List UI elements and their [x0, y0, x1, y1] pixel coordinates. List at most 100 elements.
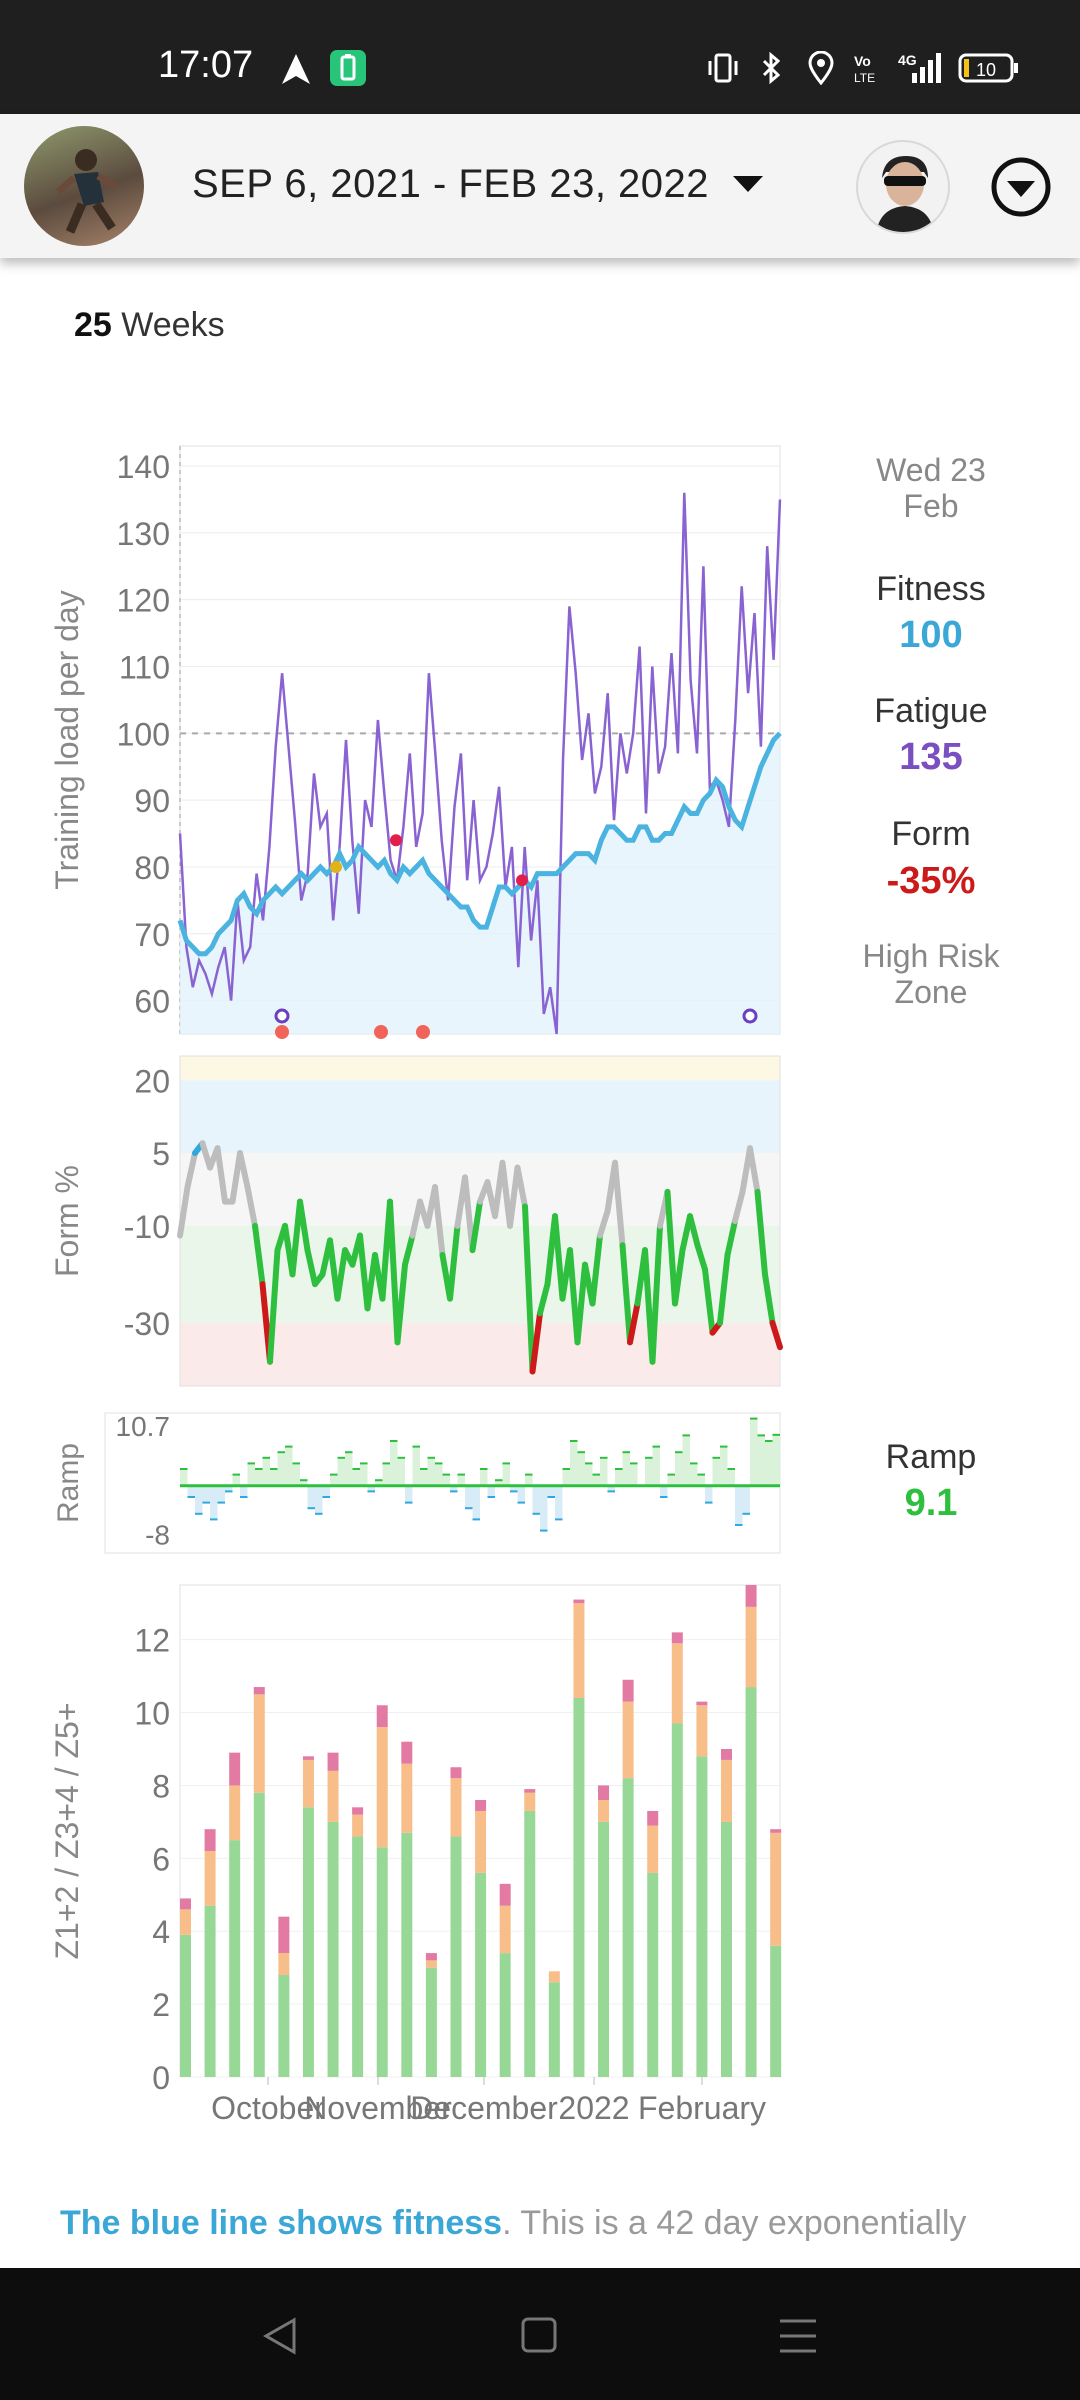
z12-bar: [180, 1934, 191, 2077]
ramp-bar: [450, 1485, 458, 1492]
x-tick-label: December: [410, 2090, 558, 2126]
ramp-bar: [727, 1469, 735, 1486]
form-segment: [252, 1222, 266, 1288]
form-segment: [394, 1261, 408, 1346]
z12-bar: [499, 1953, 511, 2077]
volte-icon: Vo LTE: [854, 53, 875, 85]
y-tick-label: 10.7: [116, 1411, 171, 1442]
home-icon[interactable]: [520, 2316, 558, 2354]
ramp-bar: [592, 1474, 600, 1486]
ramp-bar: [270, 1469, 278, 1486]
ramp-bar: [517, 1485, 525, 1503]
ramp-bar: [420, 1469, 428, 1486]
form-segment: [672, 1247, 686, 1307]
zone-band: [180, 1322, 780, 1386]
z12-bar: [327, 1821, 339, 2077]
circle-chevron-down-icon[interactable]: [990, 156, 1052, 218]
form-chart[interactable]: TransitionFreshGrey ZoneOptimalHigh Risk…: [0, 1050, 800, 1390]
z34-bar: [499, 1905, 511, 1954]
fitness-fatigue-chart[interactable]: 60 70 80 90 100 110 120 130 140 Training load per…: [0, 430, 800, 1040]
form-segment: [214, 1145, 228, 1205]
y-tick-label: 20: [134, 1063, 170, 1099]
ramp-bar: [772, 1434, 780, 1486]
ramp-value: 9.1: [904, 1482, 958, 1524]
z5-bar: [253, 1687, 265, 1695]
z34-bar: [278, 1953, 290, 1975]
fitness-label: Fitness: [876, 570, 986, 608]
ramp-bar: [375, 1480, 383, 1486]
z12-bar: [204, 1905, 216, 2077]
user-avatar[interactable]: [856, 140, 950, 234]
ramp-bar: [675, 1452, 683, 1486]
z34-bar: [720, 1759, 732, 1822]
zones-bar-chart[interactable]: 0 2 4 6 8 10 12 Z1+2 / Z3+4 / Z5+ OctoberNovembe…: [0, 1575, 800, 2140]
ramp-bar: [682, 1435, 690, 1486]
x-tick-label: February: [638, 2090, 766, 2126]
battery-icon: 10: [958, 53, 1018, 83]
ramp-bar: [217, 1485, 225, 1503]
form-segment: [687, 1213, 701, 1249]
zone-band: [180, 1225, 780, 1323]
form-segment: [754, 1188, 768, 1278]
zone-band: [180, 1056, 780, 1081]
status-icons: Vo LTE 4G 10: [706, 48, 1020, 88]
z34-bar: [425, 1960, 437, 1968]
activity-marker: [742, 1008, 758, 1024]
y-tick-label: 12: [134, 1623, 170, 1659]
battery-saver-icon: [330, 50, 366, 86]
recents-icon[interactable]: [778, 2318, 818, 2354]
form-segment: [649, 1222, 663, 1365]
z34-bar: [524, 1792, 536, 1811]
y-axis-label: Ramp: [52, 1443, 85, 1523]
form-segment: [597, 1208, 611, 1239]
z12-bar: [425, 1967, 437, 2077]
ramp-chart[interactable]: 10.7 -8 Ramp: [0, 1405, 800, 1565]
fitness-explanation-highlight[interactable]: The blue line shows fitness: [60, 2204, 503, 2242]
location-icon: [808, 51, 834, 85]
y-tick-label: 4: [152, 1914, 170, 1950]
ramp-bar: [690, 1463, 698, 1486]
ramp-bar: [345, 1452, 353, 1486]
signal-icon: 4G: [898, 52, 941, 83]
weeks-count: 25 Weeks: [74, 306, 225, 345]
ramp-bar: [382, 1463, 390, 1486]
form-segment: [447, 1222, 461, 1302]
navigation-bar: [0, 2268, 1080, 2400]
form-segment: [769, 1319, 783, 1351]
ramp-bar: [352, 1469, 360, 1486]
ramp-bar: [457, 1474, 465, 1486]
z5-bar: [622, 1679, 634, 1702]
status-bar: 17:07 Vo LTE 4G 10: [0, 0, 1080, 114]
z5-bar: [573, 1599, 585, 1604]
ramp-bar: [607, 1485, 615, 1492]
risk-zone-line2: Zone: [894, 974, 968, 1010]
athlete-avatar[interactable]: [24, 126, 144, 246]
ramp-bar: [427, 1457, 435, 1486]
fitness-value: 100: [899, 614, 963, 656]
z34-bar: [770, 1832, 782, 1946]
y-tick-label: 2: [152, 1987, 170, 2023]
z5-bar: [720, 1749, 732, 1760]
date-range-selector[interactable]: SEP 6, 2021 - FEB 23, 2022: [192, 162, 764, 207]
z5-bar: [204, 1829, 216, 1852]
race-marker: [275, 1025, 289, 1039]
race-marker: [374, 1025, 388, 1039]
selected-date: Wed 23 Feb: [811, 452, 1051, 524]
form-label: Form: [891, 815, 971, 853]
form-segment: [552, 1213, 566, 1302]
ramp-bar: [225, 1485, 233, 1492]
y-tick-label: 70: [134, 917, 170, 953]
back-icon[interactable]: [262, 2316, 298, 2356]
y-axis-label: Form %: [49, 1165, 85, 1277]
ramp-bar: [750, 1418, 758, 1486]
y-tick-label: 60: [134, 984, 170, 1020]
caret-down-icon: [733, 175, 764, 192]
ramp-bar: [367, 1485, 375, 1492]
z12-bar: [524, 1810, 536, 2077]
z5-bar: [524, 1789, 536, 1793]
ramp-bar: [765, 1441, 773, 1486]
ramp-bar: [262, 1457, 270, 1486]
ramp-bar: [405, 1485, 413, 1503]
form-segment: [702, 1266, 716, 1336]
form-segment: [514, 1164, 528, 1210]
